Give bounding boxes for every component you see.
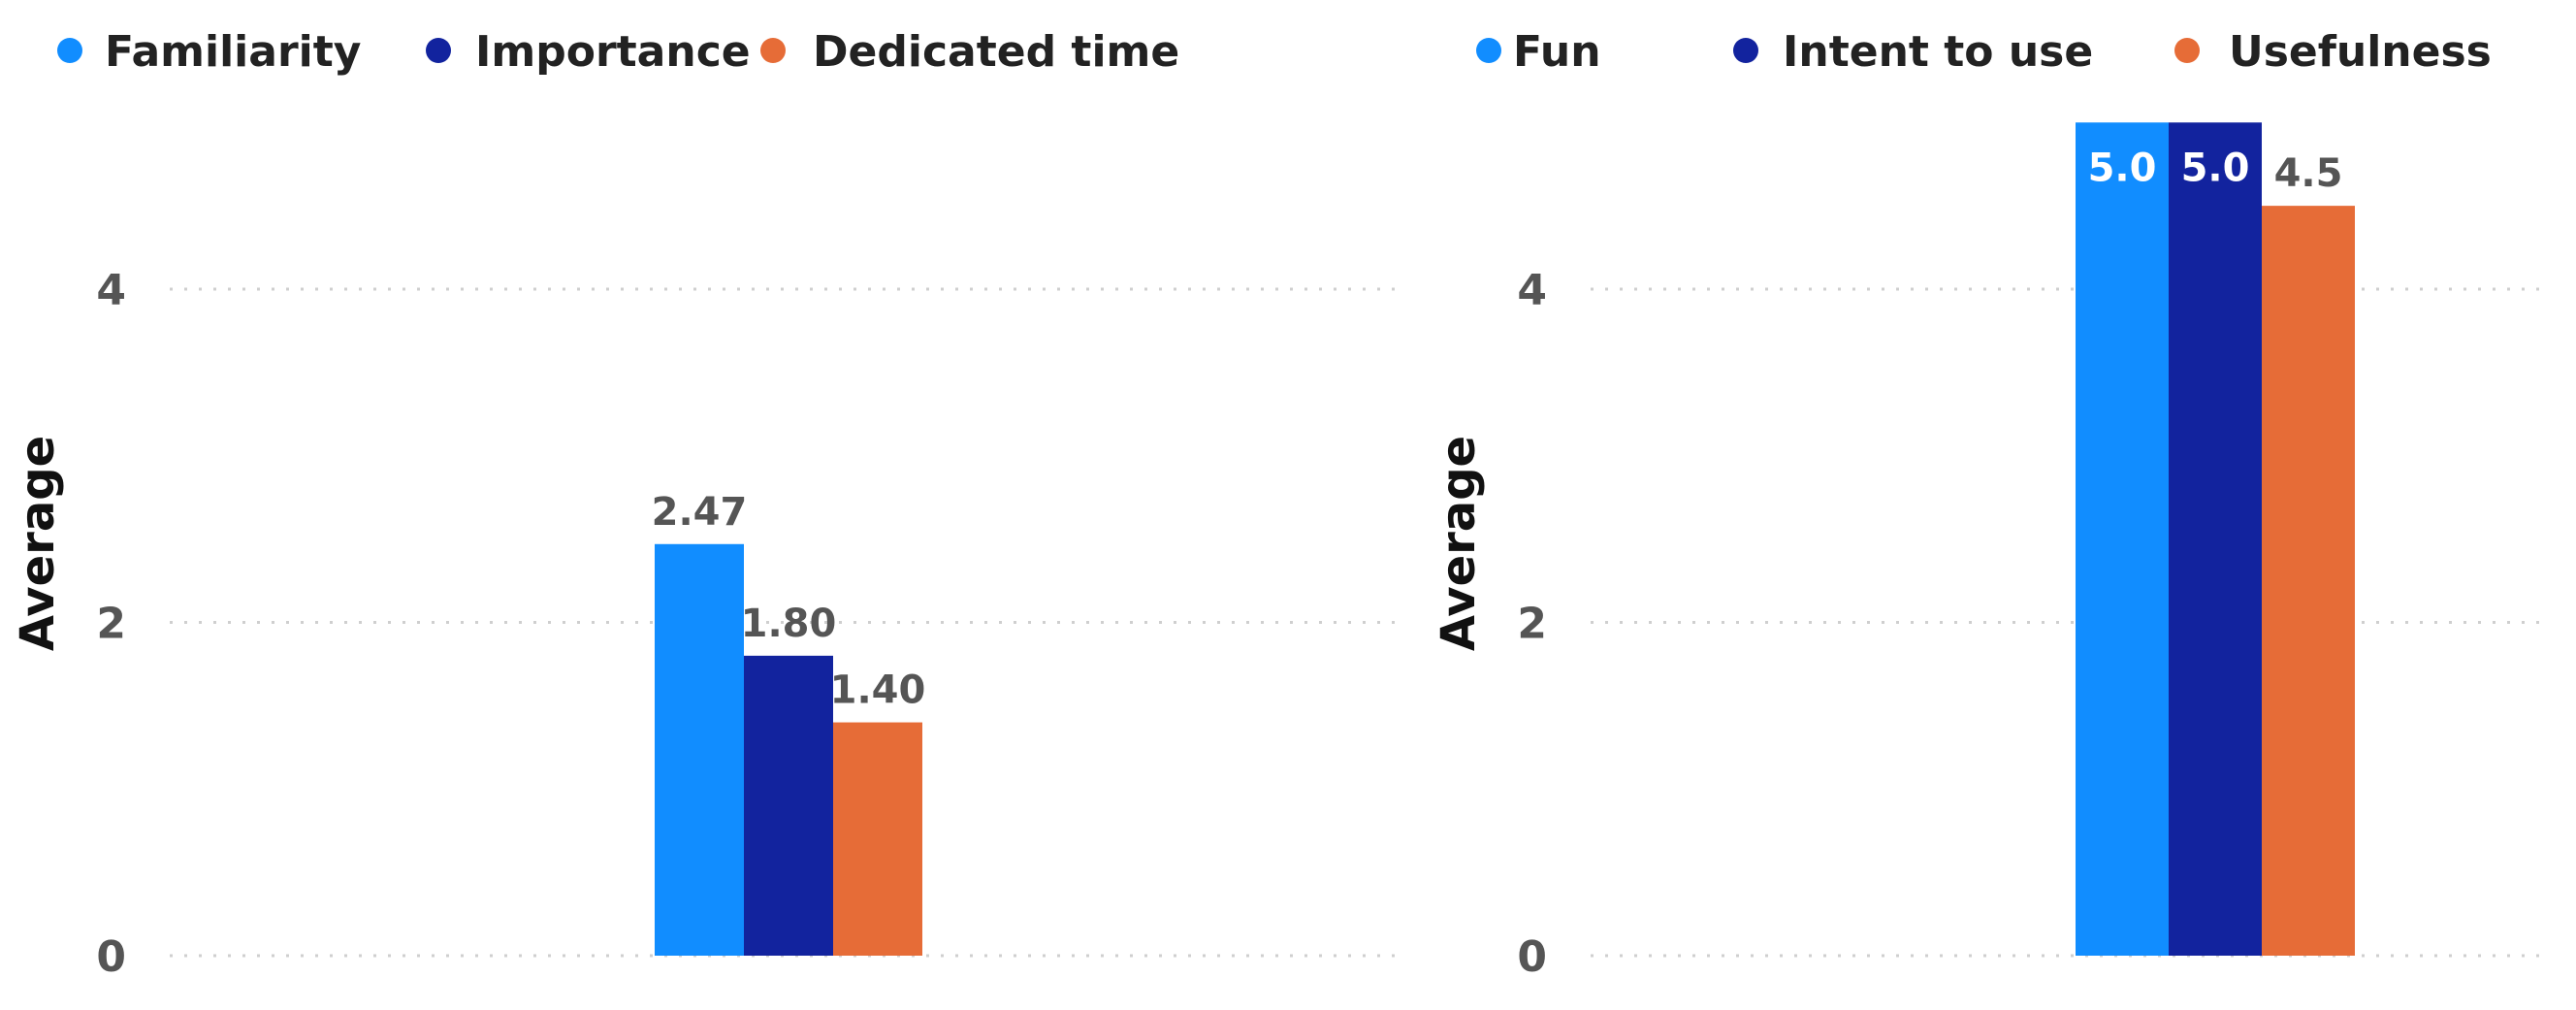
bar[interactable] xyxy=(833,722,922,956)
y-tick-label: 0 xyxy=(96,932,126,982)
y-axis-label: Average xyxy=(1432,436,1486,651)
legend-marker[interactable] xyxy=(1476,38,1501,63)
legend-marker[interactable] xyxy=(760,38,786,63)
legend-marker[interactable] xyxy=(2174,38,2200,63)
bar[interactable] xyxy=(2169,122,2262,956)
right-chart: 0 2 4 Average Fun Intent to use Usefulness 5.0 5… xyxy=(1432,27,2541,982)
legend-marker[interactable] xyxy=(1733,38,1758,63)
data-label: 5.0 xyxy=(2088,146,2157,190)
legend-marker[interactable] xyxy=(426,38,451,63)
bar[interactable] xyxy=(655,543,744,956)
y-tick-label: 0 xyxy=(1517,932,1547,982)
data-label: 4.5 xyxy=(2274,151,2343,196)
data-label: 1.80 xyxy=(741,602,837,646)
bar[interactable] xyxy=(2262,206,2355,956)
data-label: 2.47 xyxy=(652,490,748,535)
legend-entry[interactable]: Dedicated time xyxy=(813,27,1179,77)
legend-entry[interactable]: Intent to use xyxy=(1783,27,2093,77)
y-tick-label: 4 xyxy=(96,266,126,315)
legend-entry[interactable]: Importance xyxy=(475,27,751,77)
y-tick-label: 2 xyxy=(96,600,126,649)
bar[interactable] xyxy=(2076,122,2169,956)
data-label: 5.0 xyxy=(2181,146,2250,190)
y-axis-label: Average xyxy=(11,436,65,651)
left-chart: 0 2 4 Average Familiarity Importance Dedicated… xyxy=(11,27,1397,982)
y-tick-label: 2 xyxy=(1517,600,1547,649)
data-label: 1.40 xyxy=(830,668,926,713)
y-tick-label: 4 xyxy=(1517,266,1547,315)
legend-entry[interactable]: Usefulness xyxy=(2229,27,2492,77)
bar[interactable] xyxy=(744,655,833,956)
legend-entry[interactable]: Fun xyxy=(1513,27,1601,77)
legend-marker[interactable] xyxy=(57,38,82,63)
legend-entry[interactable]: Familiarity xyxy=(105,27,361,77)
